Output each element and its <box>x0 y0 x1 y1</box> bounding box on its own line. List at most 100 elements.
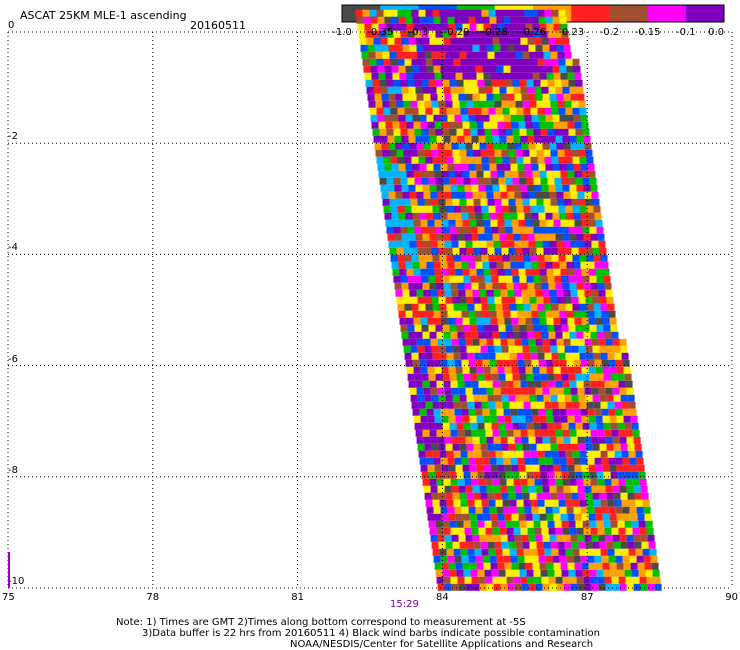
heatmap-cell <box>528 436 536 444</box>
heatmap-cell <box>537 450 545 458</box>
heatmap-cell <box>470 177 478 185</box>
heatmap-cell <box>495 58 503 66</box>
heatmap-cell <box>608 408 616 416</box>
heatmap-cell <box>466 198 474 206</box>
heatmap-cell <box>567 170 575 178</box>
heatmap-cell <box>584 436 592 444</box>
heatmap-cell <box>556 485 564 493</box>
heatmap-cell <box>448 170 456 178</box>
heatmap-cell <box>497 268 505 276</box>
heatmap-cell <box>545 310 553 318</box>
heatmap-cell <box>474 450 482 458</box>
heatmap-cell <box>384 163 392 171</box>
heatmap-cell <box>562 429 570 437</box>
heatmap-cell <box>425 58 433 66</box>
heatmap-cell <box>374 142 382 150</box>
heatmap-cell <box>404 303 412 311</box>
heatmap-cell <box>472 93 480 101</box>
heatmap-cell <box>489 16 497 24</box>
heatmap-cell <box>540 471 548 479</box>
heatmap-cell <box>462 464 470 472</box>
heatmap-cell <box>431 149 439 157</box>
heatmap-cell <box>479 436 487 444</box>
colorbar-segment <box>609 5 649 22</box>
heatmap-cell <box>553 72 561 80</box>
heatmap-cell <box>395 289 403 297</box>
heatmap-cell <box>547 275 555 283</box>
heatmap-cell <box>426 408 434 416</box>
heatmap-cell <box>473 247 481 255</box>
heatmap-cell <box>527 86 535 94</box>
heatmap-cell <box>522 149 530 157</box>
heatmap-cell <box>415 331 423 339</box>
heatmap-cell <box>504 219 512 227</box>
heatmap-cell <box>520 86 528 94</box>
heatmap-cell <box>383 107 391 115</box>
heatmap-cell <box>548 135 556 143</box>
heatmap-cell <box>425 9 433 17</box>
heatmap-cell <box>391 261 399 269</box>
heatmap-cell <box>440 359 448 367</box>
heatmap-cell <box>499 37 507 45</box>
swath-heatmap <box>355 9 662 591</box>
heatmap-cell <box>450 135 458 143</box>
heatmap-cell <box>470 422 478 430</box>
heatmap-cell <box>415 282 423 290</box>
heatmap-cell <box>534 527 542 535</box>
heatmap-cell <box>546 268 554 276</box>
heatmap-cell <box>534 282 542 290</box>
heatmap-cell <box>378 23 386 31</box>
heatmap-cell <box>595 415 603 423</box>
heatmap-cell <box>392 121 400 129</box>
heatmap-cell <box>399 121 407 129</box>
heatmap-cell <box>449 324 457 332</box>
heatmap-cell <box>459 492 467 500</box>
heatmap-cell <box>547 471 555 479</box>
heatmap-cell <box>423 240 431 248</box>
heatmap-cell <box>515 296 523 304</box>
heatmap-cell <box>508 541 516 549</box>
heatmap-cell <box>413 268 421 276</box>
heatmap-cell <box>512 177 520 185</box>
heatmap-cell <box>554 79 562 87</box>
heatmap-cell <box>473 100 481 108</box>
heatmap-cell <box>438 345 446 353</box>
heatmap-cell <box>627 443 635 451</box>
heatmap-cell <box>432 450 440 458</box>
heatmap-cell <box>397 9 405 17</box>
heatmap-cell <box>479 338 487 346</box>
heatmap-cell <box>589 422 597 430</box>
heatmap-cell <box>515 541 523 549</box>
heatmap-cell <box>418 450 426 458</box>
heatmap-cell <box>482 310 490 318</box>
heatmap-cell <box>639 527 647 535</box>
heatmap-cell <box>591 289 599 297</box>
heatmap-cell <box>548 282 556 290</box>
heatmap-cell <box>595 219 603 227</box>
heatmap-cell <box>577 583 585 591</box>
heatmap-cell <box>502 450 510 458</box>
heatmap-cell <box>596 275 604 283</box>
heatmap-cell <box>587 506 595 514</box>
heatmap-cell <box>513 478 521 486</box>
heatmap-cell <box>542 142 550 150</box>
heatmap-cell <box>538 506 546 514</box>
heatmap-cell <box>636 506 644 514</box>
heatmap-cell <box>401 86 409 94</box>
heatmap-cell <box>537 9 545 17</box>
heatmap-cell <box>521 191 529 199</box>
heatmap-cell <box>524 555 532 563</box>
heatmap-cell <box>512 520 520 528</box>
heatmap-cell <box>525 170 533 178</box>
heatmap-cell <box>498 569 506 577</box>
heatmap-cell <box>412 16 420 24</box>
heatmap-cell <box>404 156 412 164</box>
heatmap-cell <box>587 555 595 563</box>
heatmap-cell <box>507 583 515 591</box>
heatmap-cell <box>587 359 595 367</box>
heatmap-cell <box>397 58 405 66</box>
heatmap-cell <box>506 576 514 584</box>
heatmap-cell <box>429 429 437 437</box>
heatmap-cell <box>434 513 442 521</box>
heatmap-cell <box>418 107 426 115</box>
